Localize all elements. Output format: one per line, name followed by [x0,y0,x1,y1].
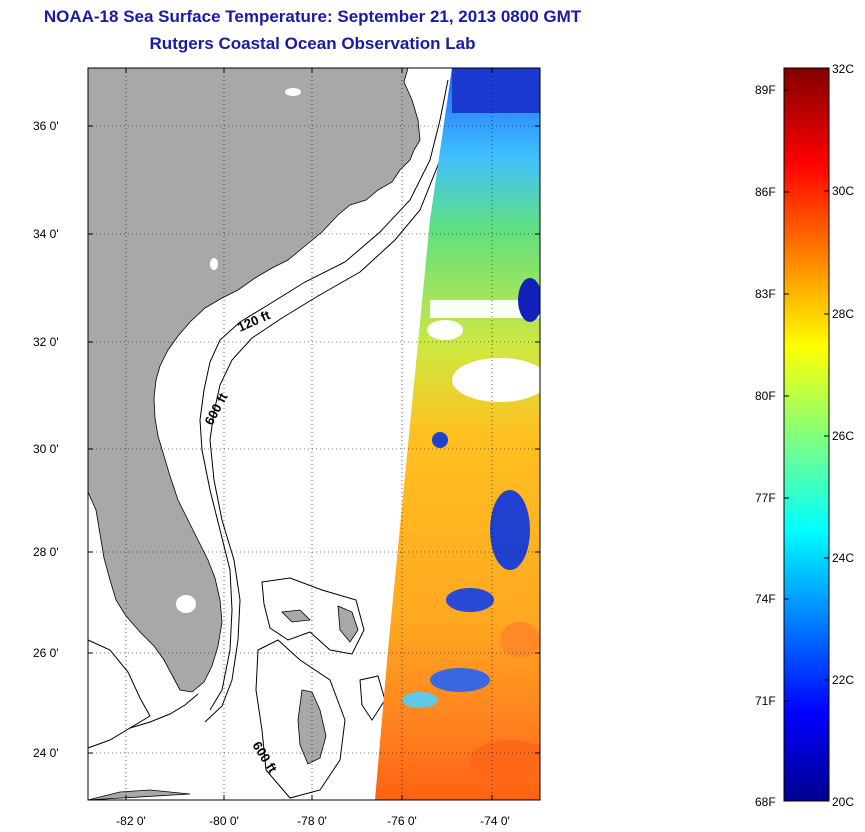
land-bahamas-andros [297,689,327,765]
colorbar-c-label: 26C [832,429,855,443]
lon-label: -80 0' [209,814,239,828]
lat-label: 24 0' [33,746,59,760]
graticule [88,68,540,800]
contour-bahamas-south [255,639,346,799]
land-cuba [87,789,191,801]
lat-label: 26 0' [33,646,59,660]
land-bahamas-grand [281,609,311,623]
contour-keys-shelf [87,639,151,749]
lat-label: 30 0' [33,442,59,456]
lake-shape [210,258,218,270]
colorbar-f-label: 74F [755,592,776,606]
lon-label: -82 0' [116,814,146,828]
colorbar-f-label: 80F [755,389,776,403]
lon-label: -76 0' [387,814,417,828]
colorbar-c-label: 22C [832,673,855,687]
colorbar-f-label: 86F [755,185,776,199]
axis-ticks [88,68,540,800]
colorbar-c-label: 30C [832,184,855,198]
colorbar [783,67,830,802]
colorbar-c-label: 28C [832,307,855,321]
map-frame [87,67,541,801]
colorbar-f-label: 89F [755,83,776,97]
colorbar-c-label: 24C [832,551,855,565]
lat-label: 32 0' [33,335,59,349]
lake-okeechobee [176,595,196,613]
colorbar-f-label: 83F [755,287,776,301]
lat-label: 34 0' [33,227,59,241]
contour-120ft [199,79,449,711]
lon-label: -74 0' [480,814,510,828]
lat-label: 36 0' [33,119,59,133]
contour-bahamas-east [359,675,386,721]
colorbar-c-label: 20C [832,795,855,809]
colorbar-c-label: 32C [832,62,855,76]
colorbar-f-label: 77F [755,491,776,505]
land-bahamas-abaco [337,605,359,643]
contour-bahamas-outer [261,577,365,655]
contour-600ft [204,79,456,723]
colorbar-ticks [784,89,829,702]
colorbar-f-label: 68F [755,795,776,809]
map-title: NOAA-18 Sea Surface Temperature: Septemb… [43,7,582,26]
lon-label: -78 0' [297,814,327,828]
colorbar-f-label: 71F [755,694,776,708]
lat-label: 28 0' [33,545,59,559]
map-subtitle: Rutgers Coastal Ocean Observation Lab [149,34,476,53]
land-mainland [87,67,421,693]
florida-keys [129,693,199,729]
sound-shape [285,88,301,96]
